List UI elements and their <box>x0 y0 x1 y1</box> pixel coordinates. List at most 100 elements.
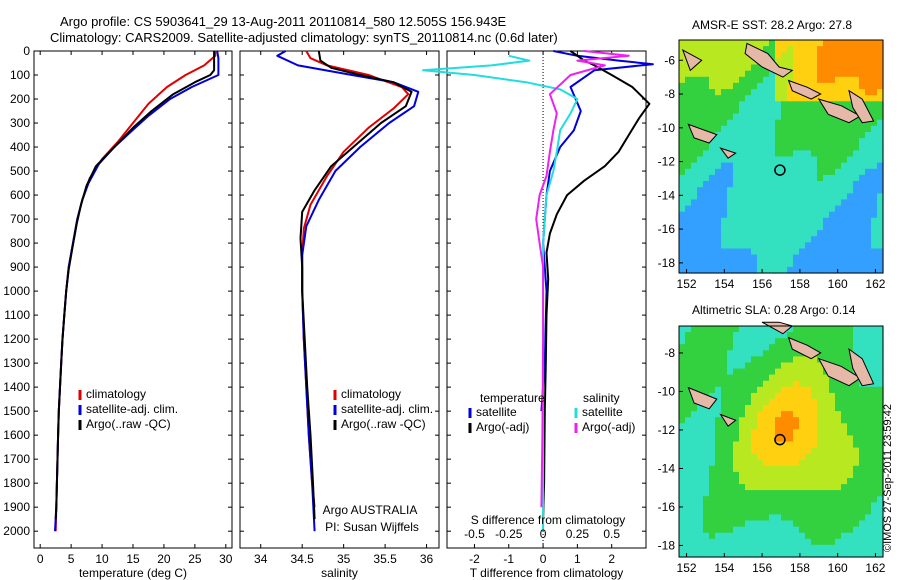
sst-cell <box>811 260 818 268</box>
sst-cell <box>859 125 866 133</box>
depth-tick-label: 300 <box>10 116 30 130</box>
sst-cell <box>709 70 716 78</box>
sst-cell <box>775 95 782 102</box>
sst-cell <box>823 211 830 219</box>
sla-cell <box>811 496 818 503</box>
sla-cell <box>685 362 692 370</box>
depth-tick-label: 1900 <box>3 500 30 514</box>
sla-cell <box>823 532 830 540</box>
sst-cell <box>811 70 818 78</box>
sla-cell <box>709 532 716 540</box>
sla-cell <box>829 471 836 479</box>
sla-cell <box>823 338 830 345</box>
sst-cell <box>793 138 800 145</box>
sst-cell <box>859 236 866 243</box>
sst-cell <box>709 119 716 127</box>
sst-cell <box>793 193 800 200</box>
sst-cell <box>877 150 884 158</box>
sst-cell <box>859 76 866 84</box>
sla-cell <box>697 508 704 516</box>
depth-tick-label: 2000 <box>3 524 30 538</box>
sla-cell <box>787 465 794 473</box>
sst-cell <box>721 64 728 72</box>
sla-cell <box>847 520 854 528</box>
sla-cell <box>841 362 848 370</box>
sst-cell <box>745 187 752 194</box>
sla-cell <box>691 405 698 412</box>
sla-cell <box>757 471 764 479</box>
sst-cell <box>793 125 800 133</box>
sst-cell <box>805 107 812 115</box>
sst-cell <box>757 95 764 102</box>
sst-cell <box>763 119 770 127</box>
sla-cell <box>703 441 710 449</box>
sla-cell <box>709 332 716 339</box>
sla-cell <box>727 362 734 370</box>
sla-cell <box>709 435 716 443</box>
sla-cell <box>745 502 752 509</box>
sla-cell <box>703 411 710 418</box>
sst-cell <box>763 144 770 151</box>
sst-cell <box>823 205 830 213</box>
sst-cell <box>775 82 782 90</box>
sst-cell <box>697 162 704 170</box>
sst-cell <box>823 223 830 231</box>
sla-cell <box>847 490 854 497</box>
sst-cell <box>811 64 818 72</box>
sla-cell <box>727 508 734 516</box>
sst-cell <box>877 217 884 225</box>
sst-cell <box>709 217 716 225</box>
sst-cell <box>709 211 716 219</box>
sst-cell <box>865 101 872 108</box>
sla-cell <box>817 398 824 406</box>
sla-cell <box>817 411 824 418</box>
sla-cell <box>847 484 854 491</box>
sst-cell <box>703 58 710 66</box>
sla-cell <box>811 398 818 406</box>
sst-cell <box>697 82 704 90</box>
sla-cell <box>775 380 782 388</box>
sst-cell <box>715 211 722 219</box>
sla-cell <box>733 471 740 479</box>
sla-cell <box>727 441 734 449</box>
sla-cell <box>703 332 710 339</box>
sst-cell <box>679 101 686 108</box>
sst-cell <box>709 156 716 164</box>
sst-cell <box>715 162 722 170</box>
sla-cell <box>763 532 770 540</box>
sst-cell <box>739 254 746 262</box>
sst-cell <box>877 223 884 231</box>
sla-cell <box>811 411 818 418</box>
sla-cell <box>775 423 782 430</box>
sla-cell <box>817 386 824 394</box>
sst-cell <box>703 95 710 102</box>
sla-cell <box>787 368 794 376</box>
sla-cell <box>733 380 740 388</box>
sla-cell <box>721 405 728 412</box>
sst-cell <box>871 52 878 59</box>
sst-cell <box>709 89 716 96</box>
sst-cell <box>769 52 776 59</box>
sla-cell <box>877 356 884 364</box>
sla-cell <box>841 356 848 364</box>
sst-cell <box>727 254 734 262</box>
sla-cell <box>739 441 746 449</box>
sst-cell <box>727 64 734 72</box>
sst-cell <box>745 64 752 72</box>
sst-cell <box>739 101 746 108</box>
sst-cell <box>835 193 842 200</box>
sst-cell <box>715 248 722 256</box>
sla-cell <box>817 478 824 485</box>
sst-cell <box>739 205 746 213</box>
sla-cell <box>697 465 704 473</box>
sst-cell <box>721 260 728 268</box>
sst-cell <box>865 199 872 207</box>
sla-cell <box>775 544 782 552</box>
sst-cell <box>787 101 794 108</box>
sla-cell <box>859 526 866 534</box>
sla-cell <box>877 380 884 388</box>
sla-cell <box>691 362 698 370</box>
sst-cell <box>877 174 884 182</box>
sst-cell <box>841 193 848 200</box>
sst-cell <box>703 52 710 59</box>
